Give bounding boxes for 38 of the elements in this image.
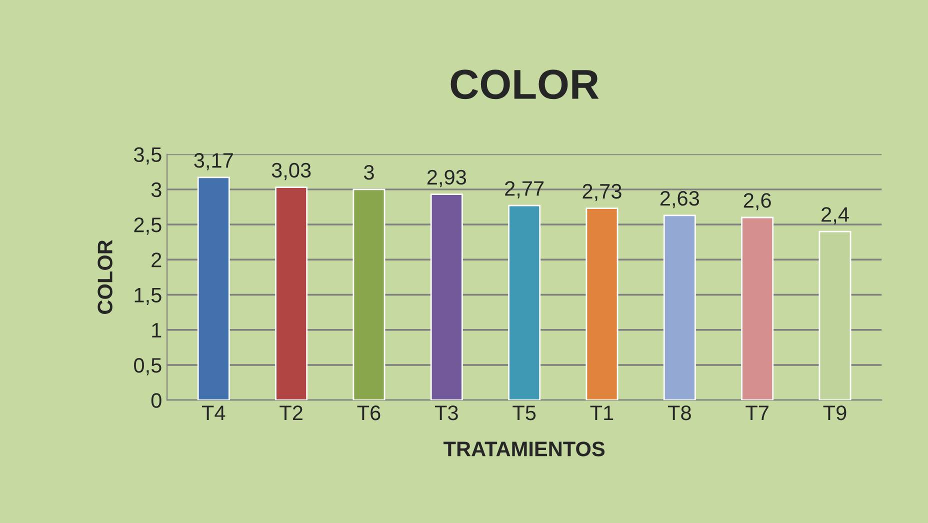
data-label: 2,73 — [582, 184, 622, 202]
data-label: 2,63 — [660, 190, 700, 208]
y-tick-label: 3,5 — [134, 147, 162, 164]
bar — [508, 204, 541, 400]
data-label: 3,03 — [272, 162, 311, 180]
x-tick-label: T7 — [746, 406, 768, 420]
y-tick-label: 2,5 — [134, 218, 162, 235]
x-axis-title: TRATAMIENTOS — [444, 442, 605, 456]
x-tick-label: T9 — [823, 406, 846, 420]
bar — [818, 230, 852, 400]
bar — [586, 208, 618, 400]
bar — [275, 186, 308, 400]
y-tick-label: 0 — [151, 393, 162, 408]
chart-title: COLOR — [450, 70, 599, 100]
bar — [430, 194, 463, 400]
bar — [663, 214, 696, 400]
data-label: 2,93 — [427, 170, 466, 188]
bar — [741, 216, 774, 400]
x-tick-label: T2 — [280, 406, 302, 420]
data-label: 2,77 — [505, 181, 544, 198]
y-tick-label: 2 — [152, 252, 162, 268]
bar — [197, 176, 230, 400]
x-tick-label: T3 — [434, 406, 458, 420]
data-label: 3,17 — [194, 153, 233, 170]
x-tick-label: T6 — [357, 406, 380, 420]
data-label: 2,4 — [822, 207, 849, 224]
data-label: 2,6 — [744, 193, 771, 210]
data-label: 3 — [364, 164, 374, 180]
bar — [352, 188, 386, 400]
x-tick-label: T5 — [512, 406, 536, 420]
y-axis-title: COLOR — [98, 240, 112, 314]
y-tick-label: 3 — [151, 182, 162, 198]
x-tick-label: T1 — [590, 406, 614, 420]
x-tick-label: T8 — [668, 406, 691, 420]
y-tick-label: 0,5 — [134, 358, 162, 376]
y-tick-label: 1,5 — [134, 288, 162, 305]
x-tick-label: T4 — [202, 406, 226, 420]
y-tick-label: 1 — [152, 323, 162, 338]
